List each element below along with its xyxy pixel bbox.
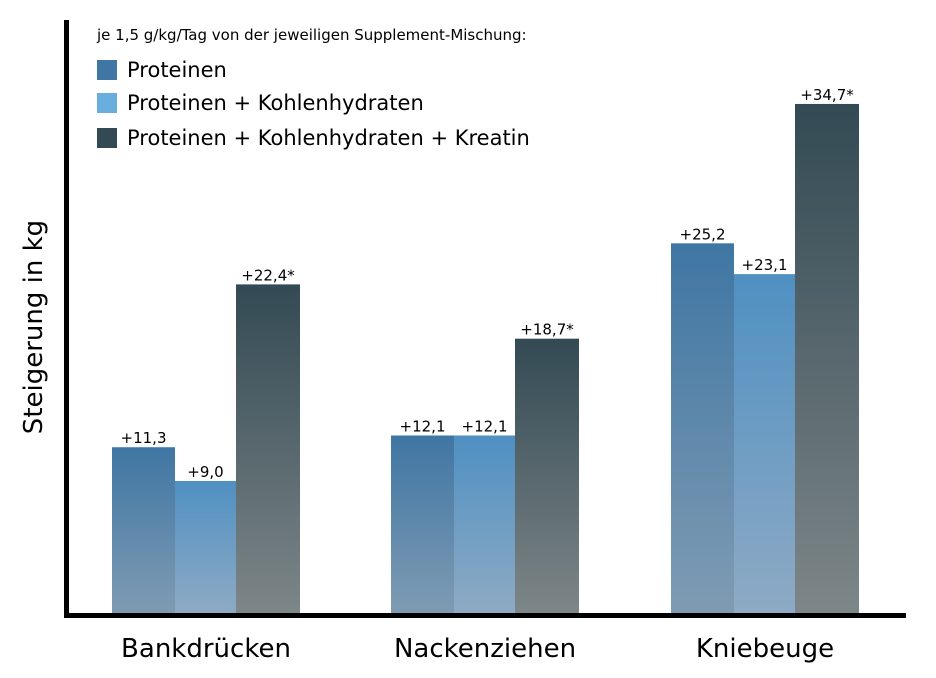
value-label-3-1: +22,4* — [241, 266, 295, 284]
value-labels-group: +11,3 +9,0 +22,4* +12,1 +12,1 +18,7* +25,2 +23,… — [121, 86, 855, 481]
bar-1-1 — [112, 447, 175, 613]
bar-1-3 — [671, 243, 734, 614]
bar-2-1 — [175, 480, 236, 613]
value-label-1-3: +25,2 — [680, 225, 726, 243]
bar-3-2 — [515, 338, 579, 613]
value-label-3-3: +34,7* — [800, 86, 854, 104]
legend-swatch — [97, 128, 117, 148]
bar-3-1 — [236, 284, 300, 613]
x-tick-label: Kniebeuge — [695, 634, 835, 664]
legend-item: Proteinen — [97, 58, 227, 82]
value-label-1-2: +12,1 — [400, 417, 446, 435]
bar-2-2 — [454, 435, 515, 613]
legend-swatch — [97, 93, 117, 113]
legend-subtitle: je 1,5 g/kg/Tag von der jeweiligen Suppl… — [97, 26, 527, 44]
legend-swatch — [97, 60, 117, 80]
legend-label: Proteinen — [127, 58, 227, 82]
x-tick-label: Nackenziehen — [393, 634, 577, 664]
legend-label: Proteinen + Kohlenhydraten — [127, 91, 424, 115]
x-tick-label: Bankdrücken — [121, 634, 291, 664]
bar-1-2 — [391, 435, 454, 613]
bar-2-3 — [734, 274, 795, 613]
legend-item: Proteinen + Kohlenhydraten — [97, 91, 424, 115]
y-axis-line — [64, 20, 69, 618]
x-axis-line — [64, 613, 906, 618]
value-label-3-2: +18,7* — [520, 321, 574, 339]
value-label-2-3: +23,1 — [742, 256, 788, 274]
legend-item: Proteinen + Kohlenhydraten + Kreatin — [97, 126, 530, 150]
value-label-2-2: +12,1 — [462, 417, 508, 435]
value-label-1-1: +11,3 — [121, 429, 167, 447]
value-label-2-1: +9,0 — [187, 463, 223, 481]
bars-group — [112, 103, 859, 614]
legend-label: Proteinen + Kohlenhydraten + Kreatin — [127, 126, 530, 150]
bar-3-3 — [795, 103, 859, 614]
y-axis-label: Steigerung in kg — [19, 219, 49, 435]
